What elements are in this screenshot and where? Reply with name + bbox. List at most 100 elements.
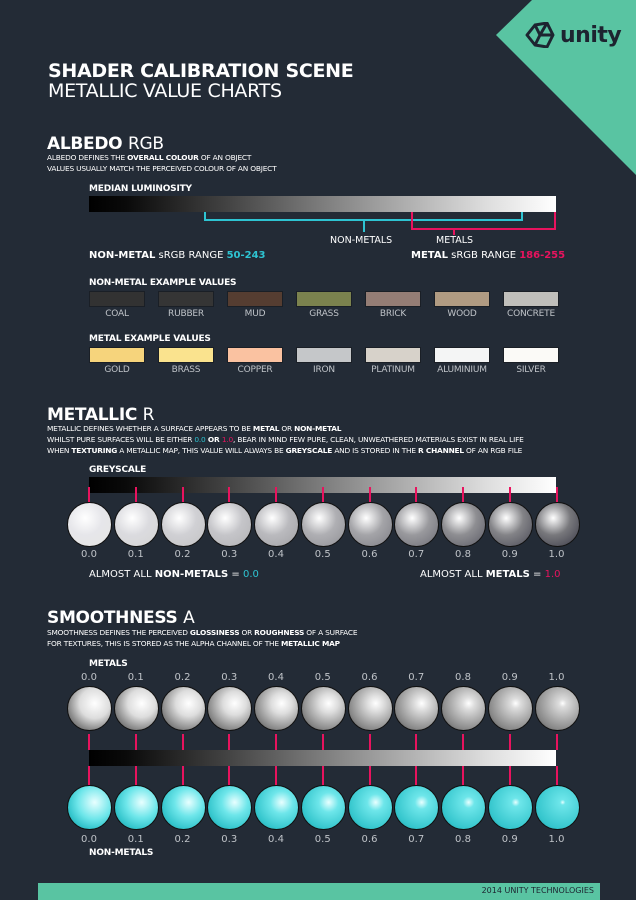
smoothness-metal-value: 0.9 — [501, 672, 518, 683]
metallic-sphere — [394, 502, 440, 547]
metallic-tick — [321, 487, 324, 502]
smoothness-metals-label: METALS — [89, 659, 128, 669]
smoothness-nonmetal-sphere — [534, 785, 580, 830]
smoothness-nonmetal-sphere — [394, 785, 440, 830]
smoothness-metal-value: 1.0 — [548, 672, 565, 683]
metallic-sphere — [441, 502, 486, 547]
non-metal-examples-title: NON-METAL EXAMPLE VALUES — [89, 278, 237, 288]
swatch-name: IRON — [313, 365, 335, 375]
smoothness-tick — [321, 766, 324, 785]
metallic-sphere — [207, 502, 253, 547]
smoothness-tick — [508, 734, 511, 750]
swatch: IRON — [296, 347, 352, 375]
smoothness-tick — [88, 766, 90, 785]
non-metal-swatches: COAL RUBBER MUD GRASS BRICK WOOD CONCRETE — [89, 291, 559, 319]
metallic-sphere — [67, 502, 112, 547]
metallic-sphere — [160, 502, 206, 547]
smoothness-tick — [368, 766, 371, 785]
swatch: COAL — [89, 291, 145, 319]
swatch-color — [227, 291, 283, 307]
swatch: CONCRETE — [503, 291, 559, 319]
smoothness-nonmetal-sphere — [113, 785, 159, 830]
smoothness-tick — [555, 734, 558, 750]
smoothness-nonmetal-value: 0.7 — [408, 834, 425, 845]
swatch: ALUMINIUM — [434, 347, 490, 375]
smoothness-tick — [275, 734, 277, 750]
metallic-sphere — [487, 502, 533, 547]
albedo-heading-bold: ALBEDO — [47, 134, 123, 154]
metallic-sphere — [534, 502, 580, 547]
smoothness-non-metals-label: NON-METALS — [89, 848, 154, 858]
smoothness-tick — [134, 734, 137, 750]
smoothness-metal-value: 0.5 — [314, 672, 331, 683]
albedo-description: ALBEDO DEFINES THE OVERALL COLOUR OF AN … — [47, 153, 277, 173]
swatch: COPPER — [227, 347, 283, 375]
smoothness-tick — [415, 766, 418, 785]
swatch-color — [434, 347, 490, 363]
metallic-value: 0.3 — [221, 549, 238, 560]
smoothness-metal-sphere — [347, 686, 393, 731]
swatch-name: MUD — [244, 309, 266, 319]
smoothness-metal-value: 0.1 — [127, 672, 144, 683]
smoothness-metal-sphere — [300, 686, 346, 731]
unity-cube-icon — [525, 22, 555, 48]
footer-text: 2014 UNITY TECHNOLOGIES — [481, 886, 594, 895]
smoothness-nonmetal-sphere — [300, 785, 346, 830]
smoothness-tick — [88, 734, 90, 750]
metallic-value: 1.0 — [548, 549, 565, 560]
smoothness-metal-value: 0.2 — [174, 672, 191, 683]
smoothness-metal-sphere — [534, 686, 580, 731]
metallic-value: 0.8 — [455, 549, 471, 560]
metallic-value: 0.9 — [501, 549, 518, 560]
swatch-name: WOOD — [447, 309, 477, 319]
smoothness-tick — [228, 766, 231, 785]
swatch-color — [89, 347, 145, 363]
metallic-tick — [181, 487, 184, 502]
smoothness-tick — [181, 766, 184, 785]
metallic-value: 0.7 — [408, 549, 425, 560]
smoothness-nonmetal-value: 0.9 — [501, 834, 518, 845]
metal-examples-title: METAL EXAMPLE VALUES — [89, 334, 211, 344]
non-metals-bracket-label: NON-METALS — [330, 235, 393, 246]
metallic-tick — [508, 487, 511, 502]
swatch: RUBBER — [158, 291, 214, 319]
metallic-value: 0.4 — [268, 549, 284, 560]
metal-swatches: GOLD BRASS COPPER IRON PLATINUM ALUMINIUM SILV… — [89, 347, 559, 375]
smoothness-gradient-bar — [89, 750, 556, 766]
unity-logo: unity — [525, 22, 622, 48]
metallic-tick — [228, 487, 231, 502]
swatch: GOLD — [89, 347, 145, 375]
metallic-tick — [415, 487, 418, 502]
smoothness-tick — [555, 766, 558, 785]
swatch-color — [365, 347, 421, 363]
swatch-name: CONCRETE — [507, 309, 555, 319]
greyscale-gradient-bar — [89, 477, 556, 493]
smoothness-metal-value: 0.4 — [268, 672, 284, 683]
smoothness-nonmetal-value: 0.2 — [174, 834, 191, 845]
swatch-name: GOLD — [104, 365, 130, 375]
smoothness-nonmetal-sphere — [487, 785, 533, 830]
smoothness-tick — [508, 766, 511, 785]
metals-bracket-label: METALS — [436, 235, 474, 246]
metallic-sphere — [113, 502, 159, 547]
smoothness-nonmetal-sphere — [160, 785, 206, 830]
swatch: WOOD — [434, 291, 490, 319]
swatch-color — [296, 291, 352, 307]
page-title: SHADER CALIBRATION SCENE — [48, 60, 354, 82]
swatch-color — [503, 347, 559, 363]
smoothness-metal-sphere — [487, 686, 533, 731]
swatch-color — [296, 347, 352, 363]
non-metal-note: ALMOST ALL NON-METALS = 0.0 — [89, 569, 259, 580]
unity-logo-text: unity — [560, 22, 622, 48]
swatch-name: RUBBER — [168, 309, 204, 319]
footer-bar: 2014 UNITY TECHNOLOGIES — [38, 883, 600, 900]
smoothness-nonmetal-value: 0.6 — [361, 834, 378, 845]
smoothness-metal-sphere — [394, 686, 440, 731]
smoothness-nonmetal-sphere — [67, 785, 112, 830]
metal-range: METAL sRGB RANGE 186-255 — [411, 250, 566, 261]
swatch-name: SILVER — [516, 365, 546, 375]
smoothness-tick — [134, 766, 137, 785]
smoothness-nonmetal-value: 0.1 — [127, 834, 144, 845]
swatch-color — [503, 291, 559, 307]
